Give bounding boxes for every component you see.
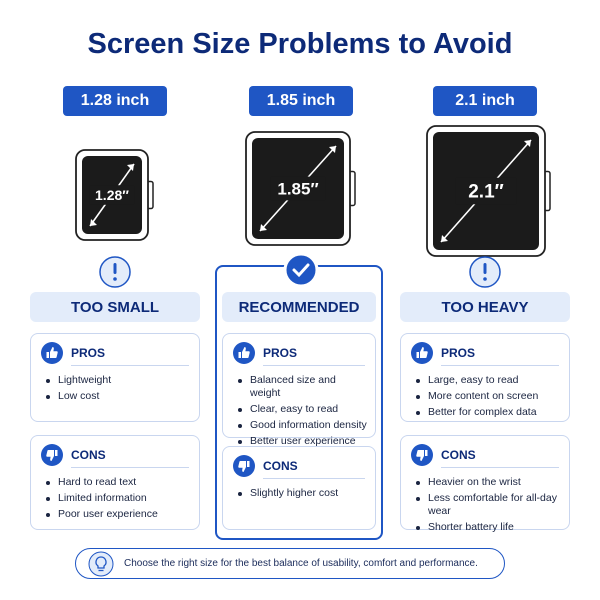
size-badge: 1.85 inch	[249, 86, 353, 116]
pros-item: Clear, easy to read	[237, 403, 367, 416]
thumb	[416, 347, 428, 358]
thumb-cuff	[46, 352, 49, 358]
thumb	[238, 461, 250, 472]
thumbs-up-icon	[233, 342, 255, 364]
pros-item: Low cost	[45, 390, 191, 403]
pros-title: PROS	[441, 346, 476, 360]
warning-dot	[113, 277, 117, 281]
label-bg	[89, 185, 135, 205]
cons-list: Slightly higher cost	[237, 487, 367, 503]
label-bg	[270, 176, 326, 201]
pros-item: More content on screen	[415, 390, 561, 403]
thumb-cuff	[247, 461, 250, 467]
thumb	[238, 347, 250, 358]
footer-text: Choose the right size for the best balan…	[124, 558, 478, 569]
cons-item: Slightly higher cost	[237, 487, 367, 500]
cons-item: Limited information	[45, 492, 191, 505]
thumb	[416, 450, 428, 461]
pros-item: Large, easy to read	[415, 374, 561, 387]
title-rule	[263, 365, 365, 366]
thumbs-up-icon	[411, 342, 433, 364]
screen-label: 1.28″	[95, 187, 129, 203]
cons-item: Less comfortable for all-day wear	[415, 492, 561, 518]
verdict-band: TOO SMALL	[30, 292, 200, 322]
thumbs-up-icon	[41, 342, 63, 364]
label-bg	[455, 177, 517, 205]
thumb-cuff	[425, 450, 428, 456]
title-rule	[71, 365, 189, 366]
thumb-hand	[416, 450, 424, 461]
warning-bar	[113, 263, 117, 274]
verdict-band: TOO HEAVY	[400, 292, 570, 322]
screen-label: 1.85″	[277, 179, 318, 198]
warning-bar	[483, 263, 487, 274]
bulb-icon	[88, 551, 114, 577]
thumb-hand	[420, 347, 428, 358]
thumb-cuff	[238, 352, 241, 358]
thumbs-down-icon	[41, 444, 63, 466]
cons-card: CONS Heavier on the wrist Less comfortable…	[400, 435, 570, 533]
pros-item: Lightweight	[45, 374, 191, 387]
pros-title: PROS	[71, 346, 106, 360]
size-badge: 2.1 inch	[433, 86, 537, 116]
title-rule	[441, 467, 559, 468]
thumb-hand	[242, 347, 250, 358]
cons-card: CONS Hard to read text Limited information…	[30, 435, 200, 530]
check-mark	[292, 263, 310, 278]
cons-title: CONS	[263, 459, 298, 473]
cons-item: Heavier on the wrist	[415, 476, 561, 489]
cons-title: CONS	[71, 448, 106, 462]
pros-card: PROS Lightweight Low cost	[30, 333, 200, 422]
cons-item: Poor user experience	[45, 508, 191, 521]
thumb	[46, 347, 58, 358]
title-rule	[263, 478, 365, 479]
title-rule	[441, 365, 559, 366]
verdict-band: RECOMMENDED	[222, 292, 376, 322]
cons-card: CONS Slightly higher cost	[222, 446, 376, 530]
pros-list: Balanced size and weight Clear, easy to r…	[237, 374, 367, 451]
pros-list: Lightweight Low cost	[45, 374, 191, 406]
thumbs-down-icon	[411, 444, 433, 466]
thumbs-down-icon	[233, 455, 255, 477]
thumb-hand	[46, 450, 54, 461]
check-icon	[283, 252, 319, 288]
pros-item: Good information density	[237, 419, 367, 432]
footer-tip: Choose the right size for the best balan…	[75, 548, 505, 579]
cons-list: Hard to read text Limited information Poor…	[45, 476, 191, 524]
cons-item: Hard to read text	[45, 476, 191, 489]
pros-item: Balanced size and weight	[237, 374, 367, 400]
thumb-cuff	[416, 352, 419, 358]
page-title: Screen Size Problems to Avoid	[87, 28, 513, 60]
screen-label: 2.1″	[468, 182, 504, 203]
pros-card: PROS Large, easy to read More content on s…	[400, 333, 570, 422]
pros-list: Large, easy to read More content on scree…	[415, 374, 561, 422]
cons-item: Shorter battery life	[415, 521, 561, 534]
thumb-hand	[50, 347, 58, 358]
pros-item: Better for complex data	[415, 406, 561, 419]
thumb	[46, 450, 58, 461]
warning-dot	[483, 277, 487, 281]
cons-title: CONS	[441, 448, 476, 462]
cons-list: Heavier on the wrist Less comfortable for…	[415, 476, 561, 537]
pros-item: Better user experience	[237, 435, 367, 448]
thumb-hand	[238, 461, 246, 472]
thumb-cuff	[55, 450, 58, 456]
pros-card: PROS Balanced size and weight Clear, easy …	[222, 333, 376, 447]
size-badge: 1.28 inch	[63, 86, 167, 116]
title-rule	[71, 467, 189, 468]
pros-title: PROS	[263, 346, 298, 360]
